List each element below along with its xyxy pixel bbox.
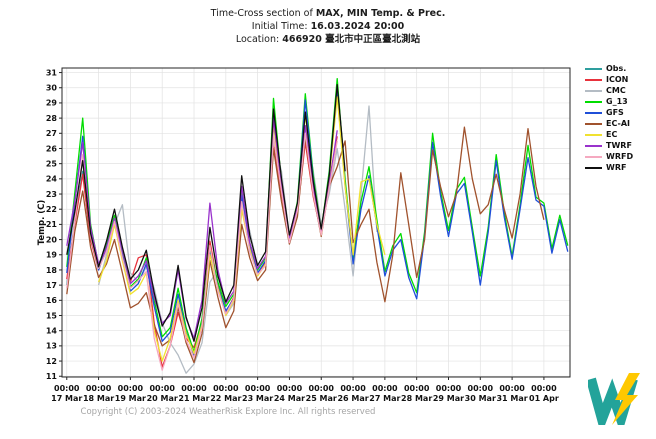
y-tick-label: 26 (46, 144, 58, 153)
x-tick-time: 00:00 (54, 384, 80, 393)
legend-label: Obs. (606, 64, 627, 73)
x-tick-time: 00:00 (309, 384, 335, 393)
legend-item-g-13: G_13 (585, 96, 633, 107)
legend-label: WRFD (606, 152, 634, 161)
x-tick-date: 17 Mar (51, 394, 82, 403)
x-tick-date: 24 Mar (274, 394, 305, 403)
legend-label: TWRF (606, 141, 632, 150)
y-tick-label: 13 (46, 342, 57, 351)
legend-label: EC-AI (606, 119, 631, 128)
y-tick-label: 31 (46, 68, 58, 77)
x-tick-date: 27 Mar (369, 394, 400, 403)
y-tick-label: 24 (46, 175, 58, 184)
y-tick-label: 19 (46, 251, 58, 260)
x-tick-date: 21 Mar (178, 394, 209, 403)
legend-item-ec: EC (585, 129, 633, 140)
series-line-wrfd (66, 132, 338, 371)
y-tick-label: 20 (46, 235, 58, 244)
legend-swatch (585, 144, 602, 147)
x-tick-time: 00:00 (531, 384, 557, 393)
y-tick-label: 15 (46, 311, 58, 320)
x-tick-time: 00:00 (436, 384, 462, 393)
x-tick-time: 00:00 (118, 384, 144, 393)
y-axis-label: Temp. (C) (37, 200, 47, 246)
chart-legend: Obs. ICON CMC G_13 GFS EC-AI EC TWRF WRFD WRF (585, 63, 633, 173)
x-tick-date: 20 Mar (147, 394, 178, 403)
legend-item-wrfd: WRFD (585, 151, 633, 162)
legend-swatch (585, 89, 602, 92)
y-tick-label: 18 (46, 266, 58, 275)
legend-item-icon: ICON (585, 74, 633, 85)
legend-item-wrf: WRF (585, 162, 633, 173)
legend-swatch (585, 100, 602, 103)
legend-label: WRF (606, 163, 627, 172)
x-tick-date: 28 Mar (401, 394, 432, 403)
legend-swatch (585, 155, 602, 158)
x-tick-date: 31 Mar (496, 394, 527, 403)
initial-time: Initial Time: 16.03.2024 20:00 (251, 21, 405, 32)
plot-background (62, 68, 570, 377)
y-tick-label: 12 (46, 357, 57, 366)
x-tick-time: 00:00 (181, 384, 207, 393)
legend-swatch (585, 111, 602, 114)
y-tick-label: 30 (46, 84, 58, 93)
legend-label: ICON (606, 75, 629, 84)
x-tick-time: 00:00 (340, 384, 366, 393)
legend-swatch (585, 133, 602, 136)
legend-swatch (585, 78, 602, 81)
y-tick-label: 23 (46, 190, 57, 199)
x-tick-time: 00:00 (499, 384, 525, 393)
x-tick-date: 18 Mar (83, 394, 114, 403)
legend-item-gfs: GFS (585, 107, 633, 118)
chart-title: Time-Cross section of MAX, MIN Temp. & P… (210, 8, 446, 19)
legend-swatch (585, 67, 602, 70)
x-tick-date: 26 Mar (337, 394, 368, 403)
legend-item-cmc: CMC (585, 85, 633, 96)
title-block: Time-Cross section of MAX, MIN Temp. & P… (0, 7, 656, 46)
legend-item-obs-: Obs. (585, 63, 633, 74)
series-line-wrf (66, 84, 346, 342)
legend-label: G_13 (606, 97, 628, 106)
y-tick-label: 29 (46, 99, 58, 108)
x-tick-time: 00:00 (245, 384, 271, 393)
logo-lightning-icon (612, 373, 640, 425)
legend-label: EC (606, 130, 618, 139)
x-tick-time: 00:00 (372, 384, 398, 393)
y-tick-label: 17 (46, 281, 57, 290)
plot-border (61, 67, 571, 378)
x-tick-time: 00:00 (468, 384, 494, 393)
legend-label: CMC (606, 86, 626, 95)
y-tick-label: 11 (46, 372, 58, 381)
x-tick-time: 00:00 (213, 384, 239, 393)
legend-swatch (585, 122, 602, 125)
y-tick-label: 16 (46, 296, 58, 305)
x-tick-time: 00:00 (277, 384, 303, 393)
weatherrisk-logo (588, 373, 640, 425)
legend-swatch (585, 166, 602, 169)
x-tick-date: 22 Mar (210, 394, 241, 403)
x-tick-date: 30 Mar (465, 394, 496, 403)
legend-item-ec-ai: EC-AI (585, 118, 633, 129)
y-tick-label: 25 (46, 159, 58, 168)
legend-item-twrf: TWRF (585, 140, 633, 151)
y-tick-label: 22 (46, 205, 57, 214)
x-tick-time: 00:00 (149, 384, 175, 393)
x-tick-date: 19 Mar (115, 394, 146, 403)
x-tick-time: 00:00 (86, 384, 112, 393)
copyright-text: Copyright (C) 2003-2024 WeatherRisk Expl… (80, 407, 376, 417)
y-tick-label: 14 (46, 326, 58, 335)
x-tick-date: 29 Mar (433, 394, 464, 403)
x-tick-time: 00:00 (404, 384, 430, 393)
x-tick-date: 01 Apr (529, 394, 559, 403)
legend-label: GFS (606, 108, 624, 117)
y-tick-label: 28 (46, 114, 58, 123)
y-tick-label: 21 (46, 220, 58, 229)
location: Location: 466920 臺北市中正區臺北測站 (235, 34, 421, 45)
x-tick-date: 25 Mar (306, 394, 337, 403)
x-tick-date: 23 Mar (242, 394, 273, 403)
y-tick-label: 27 (46, 129, 57, 138)
series-line-twrf (66, 118, 338, 339)
